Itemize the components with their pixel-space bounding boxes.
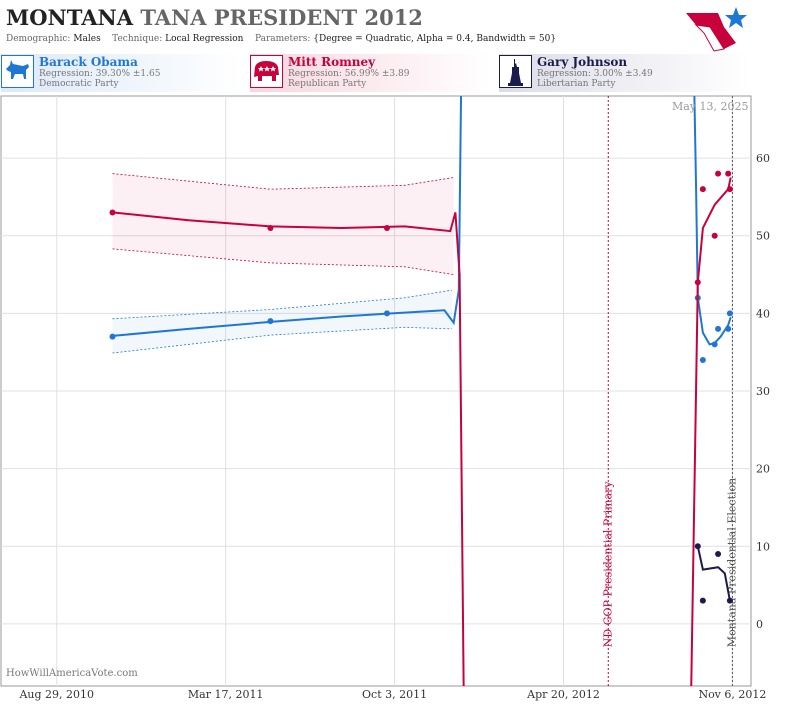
y-tick-label: 0 [756,618,763,631]
trend-line [112,211,465,686]
legend-party: Democratic Party [39,79,119,89]
x-tick-label: Nov 6, 2012 [698,688,766,701]
poll-point [109,209,116,216]
poll-point [267,224,274,231]
parameters-label: Parameters: [254,34,311,44]
trend-line-late [696,546,731,601]
poll-point [699,186,706,193]
poll-point [699,356,706,363]
poll-point [694,543,701,550]
legend-obama: Barack Obama Regression: 39.30% ±1.65 De… [1,54,241,92]
legend-party: Republican Party [288,79,367,89]
trend-line [112,96,463,337]
band-upper-line [112,289,453,320]
band-upper-line [112,173,454,190]
legend-romney: Mitt Romney Regression: 56.99% ±3.89 Rep… [250,54,490,92]
chart-title: MONTANA TANA PRESIDENT 2012 [6,5,423,30]
poll-point [715,325,722,332]
x-tick-label: Apr 20, 2012 [526,688,600,701]
technique-value: Local Regression [165,34,244,44]
x-tick-label: Mar 17, 2011 [188,688,264,701]
legend-name: Mitt Romney [288,55,376,69]
poll-point [383,310,390,317]
series-group [109,96,733,686]
poll-point [715,170,722,177]
poll-point [726,310,733,317]
poll-point [109,333,116,340]
parameters-line: Demographic: Males Technique: Local Regr… [6,34,556,44]
demographic-value: Males [73,34,101,44]
y-tick-label: 30 [756,385,770,398]
band-lower-line [112,326,453,354]
poll-point [726,186,733,193]
event-label: ND GOP Presidential Primary [601,481,614,648]
legend-name: Gary Johnson [537,55,628,69]
state-name: MONTANA [6,5,133,30]
poll-point [715,551,722,558]
date-stamp: May 13, 2025 [672,100,749,113]
technique-label: Technique: [112,34,163,44]
legend-regression: Regression: 39.30% ±1.65 [39,69,161,79]
watermark: HowWillAmericaVote.com [6,668,138,679]
band-lower-line [112,248,454,275]
y-tick-label: 20 [756,463,770,476]
race-title: TANA PRESIDENT 2012 [140,5,423,30]
donkey-icon [1,55,34,88]
elephant-icon [250,55,283,88]
statue-of-liberty-icon [499,55,532,88]
event-label: Montana Presidential Election [725,478,738,647]
site-logo-icon [686,7,747,52]
legend-regression: Regression: 56.99% ±3.89 [288,69,410,79]
y-tick-label: 60 [756,152,770,165]
poll-point [267,318,274,325]
y-tick-label: 50 [756,230,770,243]
poll-point [694,279,701,286]
x-tick-label: Oct 3, 2011 [362,688,427,701]
x-tick-label: Aug 29, 2010 [18,688,94,701]
poll-point [725,325,732,332]
legend-name: Barack Obama [39,55,138,69]
poll-point [725,170,732,177]
parameters-value: {Degree = Quadratic, Alpha = 0.4, Bandwi… [313,34,557,44]
y-tick-label: 10 [756,540,770,553]
legend-johnson: Gary Johnson Regression: 3.00% ±3.49 Lib… [499,54,749,92]
legend-regression: Regression: 3.00% ±3.49 [537,69,653,79]
poll-point [711,232,718,239]
poll-point [726,597,733,604]
y-tick-label: 40 [756,307,770,320]
poll-point [383,224,390,231]
demographic-label: Demographic: [6,34,71,44]
poll-point [699,597,706,604]
legend-party: Libertarian Party [537,79,616,89]
poll-point [711,341,718,348]
confidence-band [112,173,454,275]
